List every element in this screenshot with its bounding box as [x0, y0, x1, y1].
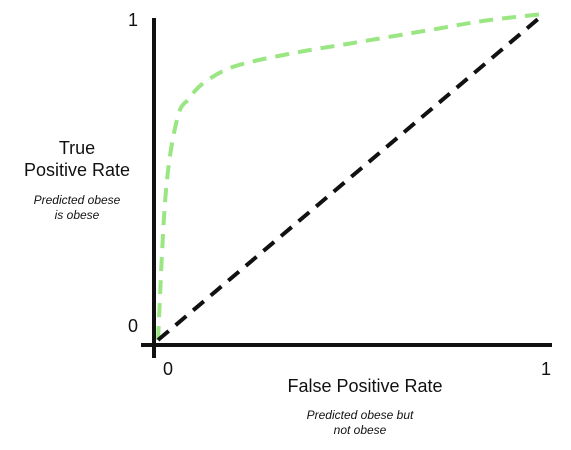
x-axis-label: False Positive Rate: [287, 376, 443, 396]
random-classifier-diagonal-line: [156, 12, 546, 342]
x-tick-label-1: 1: [541, 359, 551, 379]
x-tick-label-0: 0: [163, 359, 173, 379]
y-tick-label-0: 0: [128, 316, 138, 336]
y-tick-label-1: 1: [128, 10, 138, 30]
y-axis-note: Predicted obese is obese: [33, 193, 121, 222]
y-axis-label: True Positive Rate: [23, 138, 131, 180]
roc-curve-line: [156, 12, 545, 341]
x-axis-note: Predicted obese but not obese: [306, 408, 414, 437]
series-layer: [156, 12, 546, 342]
